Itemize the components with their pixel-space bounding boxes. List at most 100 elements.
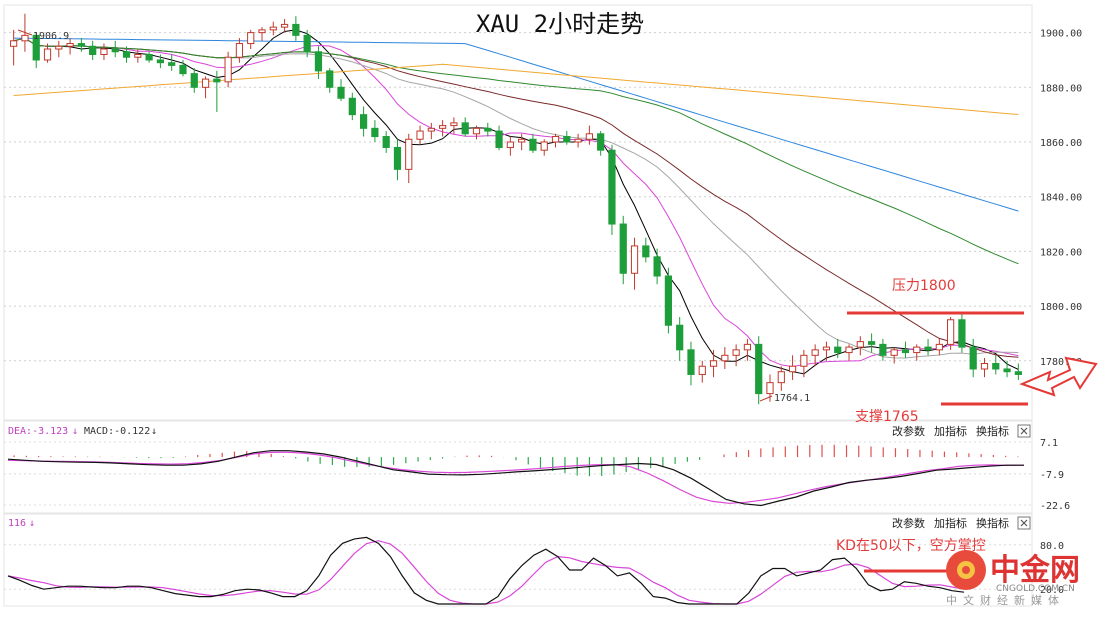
candle [1014,363,1022,380]
candle [122,46,131,63]
high-marker: 1906.9 [17,29,69,42]
price-tick-label: 1880.00 [1040,83,1082,94]
candle [597,131,605,156]
candle [359,106,368,137]
kd-add-indicator-button[interactable]: 加指标 [934,516,967,530]
candle [258,27,266,41]
ma20-line [13,37,1019,359]
candle [484,122,492,137]
candle [472,125,481,140]
close-x-icon [1020,519,1028,527]
kd-plot [4,536,1032,605]
dif-line [7,450,1024,507]
candle [879,338,887,361]
kd-annotation: KD在50以下，空方掌控 [836,538,986,554]
kd-down-arrow-icon: ↓ [29,518,35,529]
candle [371,120,379,142]
macd-add-indicator-button[interactable]: 加指标 [934,424,967,438]
candle [822,341,831,361]
candle [788,355,797,380]
kd-switch-indicator-button[interactable]: 换指标 [976,516,1009,530]
kd-k-line [7,536,965,605]
candle [326,68,334,93]
kd-change-params-button[interactable]: 改参数 [892,516,925,530]
candle [43,43,52,63]
candle [777,366,785,391]
candle [314,46,323,80]
candle [664,267,673,334]
chart-title: XAU 2小时走势 [476,10,644,38]
candle [732,344,740,367]
candle [134,49,142,63]
candle [292,16,300,41]
candle [495,125,503,151]
kd-close-button[interactable] [1017,516,1031,530]
candle [924,338,932,356]
direction-arrow-icon [1019,356,1098,397]
price-tick-label: 1900.00 [1040,29,1082,40]
candle [416,125,424,145]
candle [303,29,311,58]
candle [709,349,718,378]
ma5-line [13,29,1019,375]
candle [235,38,244,63]
candle [540,139,548,156]
price-axis-ticks: 1900.00 1880.00 1860.00 1840.00 1820.00 1800.… [1040,29,1082,368]
candle [450,117,458,134]
candle [867,333,876,353]
kd-axis-ticks: 80.0 20.0 [1040,541,1064,596]
candle [427,122,435,140]
candle [574,133,582,148]
macd-axis-ticks: 7.1 -7.9 -22.6 [1040,438,1070,512]
candle [529,133,537,153]
macd-dea-value: DEA:-3.123 [8,426,68,437]
candle [55,40,63,58]
watermark-sub: 中文财经新媒体 [946,593,1065,607]
kd-d-line [7,540,965,605]
candle [247,29,255,50]
macd-menu-arrow-icon[interactable]: ↓ [151,426,157,437]
low-marker: 1764.1 [759,393,810,404]
watermark-name: 中金网 [990,553,1080,588]
candle [1003,360,1011,378]
candle [630,237,639,290]
candle [201,76,210,99]
candle [156,54,165,69]
candle [89,40,97,60]
macd-tick-label: -22.6 [1040,501,1070,512]
candle [608,144,616,235]
candle [800,349,808,378]
candle [619,215,627,285]
candle [698,360,706,383]
candle [653,248,661,285]
candle [269,21,277,36]
candle [168,54,176,71]
candle [179,59,187,77]
candle [743,338,752,361]
kd-tick-label: 20.0 [1040,585,1064,596]
candle [66,38,74,55]
candle [687,341,695,386]
candle [913,344,921,361]
price-tick-label: 1840.00 [1040,193,1082,204]
candle [224,51,232,88]
candle [100,43,108,60]
macd-close-button[interactable] [1017,424,1031,438]
ma10-line [13,37,1019,368]
candle [935,338,943,356]
candle [585,125,593,145]
candle [506,136,514,156]
watermark: 中金网 CNGOLD.COM.CN 中文财经新媒体 [946,550,1080,607]
candle [439,120,447,137]
macd-switch-indicator-button[interactable]: 换指标 [976,424,1009,438]
ma60-line [13,37,1019,265]
ma120-line [13,37,1019,212]
candle [811,344,819,367]
low-label: 1764.1 [774,393,810,404]
candle [642,237,650,263]
candle [77,38,85,52]
candle [213,70,221,112]
candle [280,18,289,33]
macd-change-params-button[interactable]: 改参数 [892,424,925,438]
